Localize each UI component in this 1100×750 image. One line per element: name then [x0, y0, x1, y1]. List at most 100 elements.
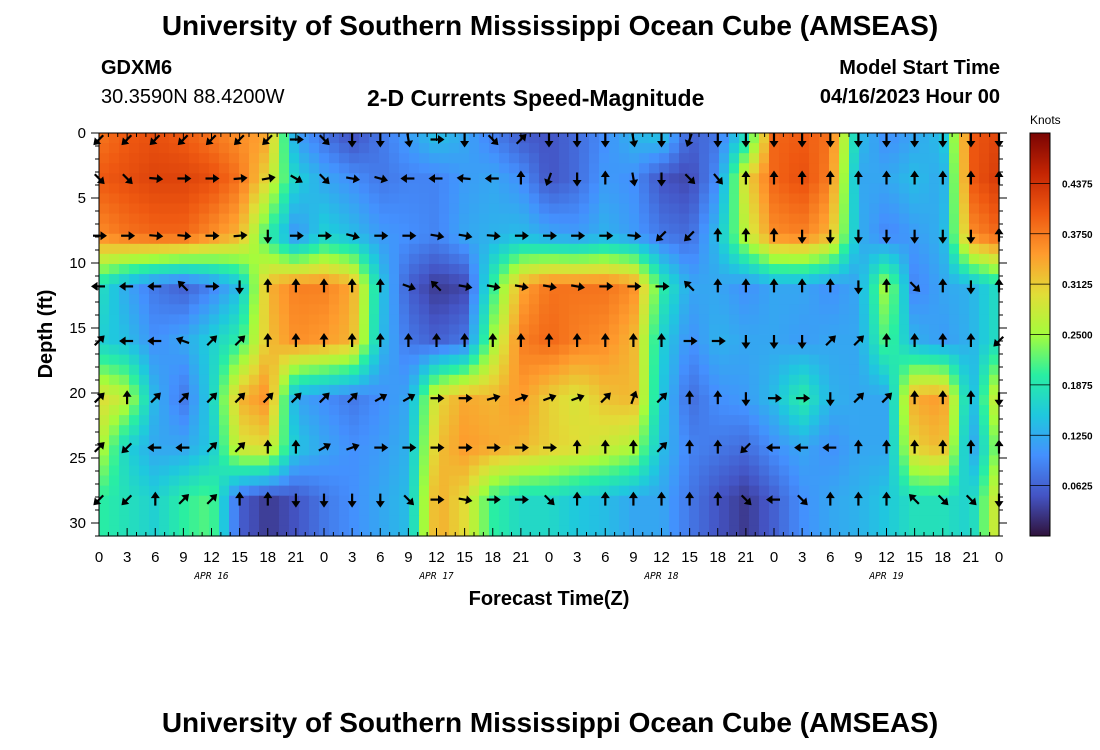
heat-cell	[189, 445, 200, 456]
heat-cell	[659, 515, 670, 527]
heat-cell	[269, 243, 280, 255]
heat-cell	[919, 223, 930, 235]
heat-cell	[639, 133, 650, 144]
heat-cell	[529, 133, 540, 144]
heat-cell	[109, 515, 120, 527]
heat-cell	[809, 143, 820, 154]
heat-cell	[659, 495, 670, 507]
heat-cell	[509, 233, 520, 245]
heat-cell	[249, 304, 260, 315]
heat-cell	[159, 495, 170, 507]
heat-cell	[149, 253, 160, 265]
heat-cell	[669, 344, 680, 356]
direction-arrow	[910, 333, 920, 347]
heat-cell	[459, 213, 470, 225]
heat-cell	[709, 515, 720, 527]
heat-cell	[289, 495, 300, 507]
heat-cell	[159, 213, 170, 225]
heat-cell	[289, 334, 300, 346]
heat-cell	[669, 153, 680, 164]
heat-cell	[899, 475, 910, 487]
heat-cell	[269, 223, 280, 235]
heat-cell	[349, 253, 360, 265]
heat-cell	[409, 253, 420, 265]
heat-cell	[939, 525, 950, 537]
heat-cell	[629, 475, 640, 487]
heat-cell	[579, 384, 590, 396]
heat-cell	[549, 495, 560, 507]
heat-cell	[189, 435, 200, 446]
heat-cell	[99, 274, 110, 285]
heat-cell	[479, 334, 490, 346]
heat-cell	[519, 143, 530, 154]
heat-cell	[839, 233, 850, 245]
heat-cell	[239, 284, 250, 295]
heat-cell	[639, 183, 650, 195]
heat-cell	[129, 203, 140, 215]
heat-cell	[569, 354, 580, 366]
heat-cell	[589, 415, 600, 426]
heat-cell	[419, 133, 430, 144]
heat-cell	[99, 505, 110, 517]
heat-cell	[149, 334, 160, 346]
heat-cell	[439, 405, 450, 416]
heat-cell	[519, 384, 530, 396]
heat-cell	[339, 284, 350, 295]
heat-cell	[909, 183, 920, 195]
heat-cell	[849, 173, 860, 184]
heat-cell	[349, 334, 360, 346]
heat-cell	[459, 415, 470, 426]
heat-cell	[679, 515, 690, 527]
heat-cell	[589, 274, 600, 285]
heat-cell	[889, 284, 900, 295]
heat-cell	[449, 143, 460, 154]
direction-arrow	[713, 227, 723, 242]
heat-cell	[959, 223, 970, 235]
heat-cell	[159, 153, 170, 164]
heat-cell	[849, 435, 860, 446]
heat-cell	[589, 374, 600, 386]
heat-cell	[499, 183, 510, 195]
heat-cell	[979, 213, 990, 225]
heat-cell	[899, 193, 910, 205]
heat-cell	[389, 173, 400, 184]
heat-cell	[269, 143, 280, 154]
heat-cell	[939, 153, 950, 164]
heat-cell	[539, 213, 550, 225]
heat-cell	[659, 263, 670, 275]
heat-cell	[669, 465, 680, 477]
heat-cell	[409, 354, 420, 366]
heat-cell	[249, 183, 260, 195]
heat-cell	[519, 344, 530, 356]
heat-cell	[339, 163, 350, 174]
heat-cell	[669, 445, 680, 456]
heat-cell	[249, 223, 260, 235]
heat-cell	[369, 243, 380, 255]
heat-cell	[849, 274, 860, 285]
heat-cell	[309, 475, 320, 487]
heat-cell	[499, 515, 510, 527]
heat-cell	[319, 475, 330, 487]
heat-cell	[229, 203, 240, 215]
heat-cell	[619, 213, 630, 225]
heat-cell	[479, 203, 490, 215]
heat-cell	[349, 223, 360, 235]
direction-arrow	[796, 393, 811, 403]
heat-cell	[869, 243, 880, 255]
heat-cell	[659, 525, 670, 537]
heat-cell	[799, 223, 810, 235]
heat-cell	[489, 505, 500, 517]
heat-cell	[389, 274, 400, 285]
heat-cell	[279, 394, 290, 406]
heat-cell	[119, 223, 130, 235]
heat-cell	[829, 374, 840, 386]
heat-cell	[239, 243, 250, 255]
heat-cell	[929, 193, 940, 205]
direction-arrow	[766, 443, 780, 453]
heat-cell	[969, 163, 980, 174]
heat-cell	[189, 253, 200, 265]
heat-cell	[649, 274, 660, 285]
heat-cell	[689, 495, 700, 507]
heat-cell	[529, 243, 540, 255]
heat-cell	[679, 455, 690, 467]
